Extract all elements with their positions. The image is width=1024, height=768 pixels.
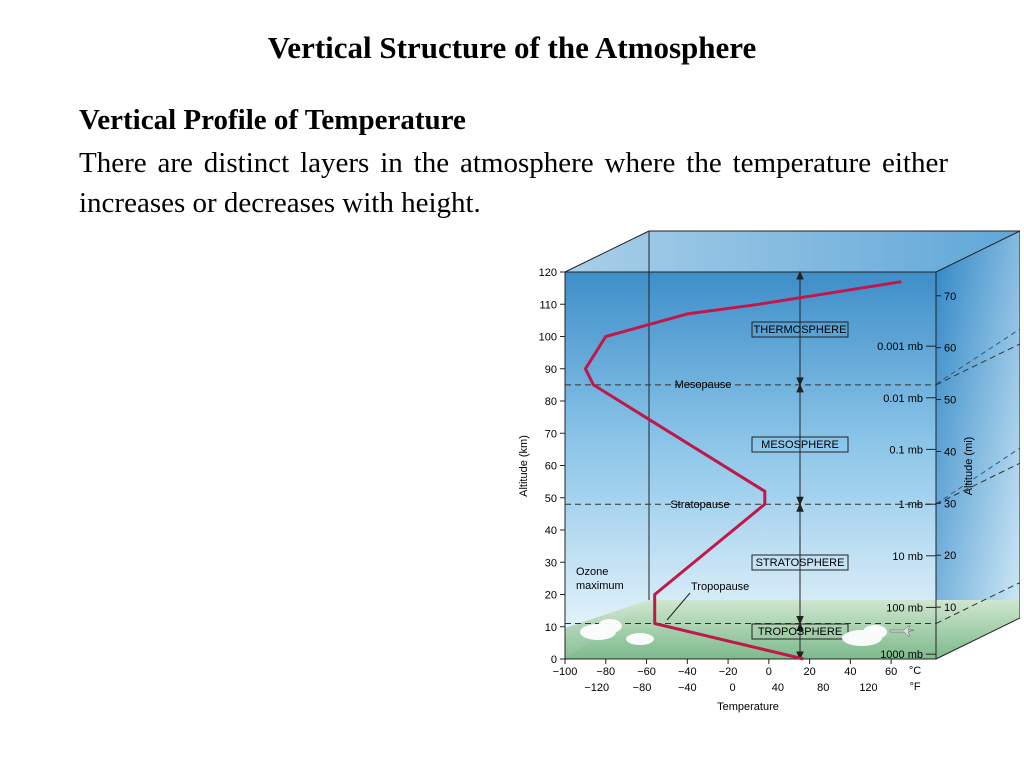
fahrenheit-tick-label: −80 xyxy=(633,682,652,694)
ozone-label-line1: Ozone xyxy=(576,566,608,578)
boundary-dashed-line-side xyxy=(935,343,1020,386)
temperature-profile-line xyxy=(583,280,902,661)
pressure-label: 0.1 mb xyxy=(889,444,923,456)
airplane-icon xyxy=(889,625,915,637)
pressure-label: 0.01 mb xyxy=(883,393,923,405)
km-tick-label: 30 xyxy=(545,557,557,569)
arrowhead-up xyxy=(796,383,804,393)
km-tick-label: 10 xyxy=(545,622,557,634)
celsius-tick-label: −20 xyxy=(719,666,738,678)
ground-front xyxy=(565,600,936,659)
celsius-tick-label: −40 xyxy=(678,666,697,678)
box-top-face xyxy=(565,231,1020,272)
celsius-tick-label: 60 xyxy=(885,666,897,678)
cloud-shapes xyxy=(580,619,887,646)
section-heading: Vertical Profile of Temperature xyxy=(79,104,466,136)
fahrenheit-tick-label: −40 xyxy=(678,682,697,694)
box-edge xyxy=(935,230,1020,273)
arrowhead-down xyxy=(796,651,804,661)
label-gap xyxy=(751,623,849,640)
fahrenheit-tick-label: 40 xyxy=(772,682,784,694)
box-edge xyxy=(564,230,650,273)
box-edge xyxy=(935,617,1020,660)
label-gap xyxy=(751,321,849,338)
arrowhead-up xyxy=(796,270,804,280)
km-tick-label: 80 xyxy=(545,396,557,408)
slide-title: Vertical Structure of the Atmosphere xyxy=(267,30,757,65)
mi-tick-label: 40 xyxy=(944,446,956,458)
km-tick-label: 60 xyxy=(545,461,557,473)
atmosphere-diagram: 0 10 20 30 40 50 60 70 80 90 100 110 120 10 20 30 40 50 6… xyxy=(518,230,1020,713)
unit-fahrenheit: °F xyxy=(909,681,920,693)
tropopause-label: Tropopause xyxy=(691,581,749,593)
mi-tick-label: 20 xyxy=(944,550,956,562)
side-guide-line xyxy=(935,447,1020,505)
layer-label-troposphere: TROPOSPHERE xyxy=(758,626,842,638)
arrowhead-up xyxy=(796,502,804,512)
tropopause-leader-line xyxy=(666,592,691,621)
mesopause-label: Mesopause xyxy=(675,379,732,391)
box-side-face xyxy=(936,231,1020,659)
fahrenheit-tick-label: 80 xyxy=(817,682,829,694)
layer-label-thermosphere: THERMOSPHERE xyxy=(754,324,847,336)
unit-celsius: °C xyxy=(909,665,921,677)
pressure-label: 100 mb xyxy=(886,602,923,614)
axis-title-altitude-mi: Altitude (mi) xyxy=(963,437,975,496)
mi-tick-label: 10 xyxy=(944,602,956,614)
celsius-tick-label: −60 xyxy=(637,666,656,678)
fahrenheit-tick-label: −120 xyxy=(584,682,609,694)
boundary-dashed-line-side xyxy=(935,582,1020,624)
mi-tick-label: 30 xyxy=(944,498,956,510)
km-tick-label: 90 xyxy=(545,364,557,376)
ozone-label-line2: maximum xyxy=(576,580,624,592)
axis-title-temperature: Temperature xyxy=(717,701,779,713)
pressure-label: 1 mb xyxy=(899,499,923,511)
stratopause-label: Stratopause xyxy=(670,499,729,511)
body-paragraph: There are distinct layers in the atmosph… xyxy=(79,147,948,219)
box-front-face xyxy=(565,272,936,659)
mi-tick-label: 60 xyxy=(944,343,956,355)
celsius-tick-label: 40 xyxy=(844,666,856,678)
pressure-label: 0.001 mb xyxy=(877,341,923,353)
arrowhead-up xyxy=(796,622,804,632)
celsius-tick-label: 20 xyxy=(803,666,815,678)
km-tick-label: 40 xyxy=(545,525,557,537)
km-tick-label: 120 xyxy=(539,267,557,279)
mi-tick-label: 70 xyxy=(944,291,956,303)
pressure-label: 10 mb xyxy=(892,551,923,563)
label-gap xyxy=(751,436,849,453)
side-guide-line xyxy=(935,328,1020,385)
celsius-tick-label: −80 xyxy=(596,666,615,678)
km-tick-label: 20 xyxy=(545,590,557,602)
km-tick-label: 70 xyxy=(545,428,557,440)
celsius-tick-label: 0 xyxy=(766,666,772,678)
arrowhead-down xyxy=(796,496,804,506)
label-gap xyxy=(751,554,849,571)
celsius-tick-label: −100 xyxy=(553,666,578,678)
layer-label-mesosphere: MESOSPHERE xyxy=(761,439,839,451)
mi-tick-label: 50 xyxy=(944,395,956,407)
fahrenheit-tick-label: 120 xyxy=(859,682,877,694)
pressure-label: 1000 mb xyxy=(880,649,923,661)
km-tick-label: 0 xyxy=(551,654,557,666)
km-tick-label: 110 xyxy=(539,299,557,311)
arrowhead-down xyxy=(796,616,804,625)
km-tick-label: 100 xyxy=(539,332,557,344)
km-tick-label: 50 xyxy=(545,493,557,505)
layer-label-stratosphere: STRATOSPHERE xyxy=(756,557,845,569)
fahrenheit-tick-label: 0 xyxy=(730,682,736,694)
arrowhead-down xyxy=(796,377,804,387)
axis-title-altitude-km: Altitude (km) xyxy=(518,435,530,497)
boundary-dashed-line-side xyxy=(935,462,1020,505)
